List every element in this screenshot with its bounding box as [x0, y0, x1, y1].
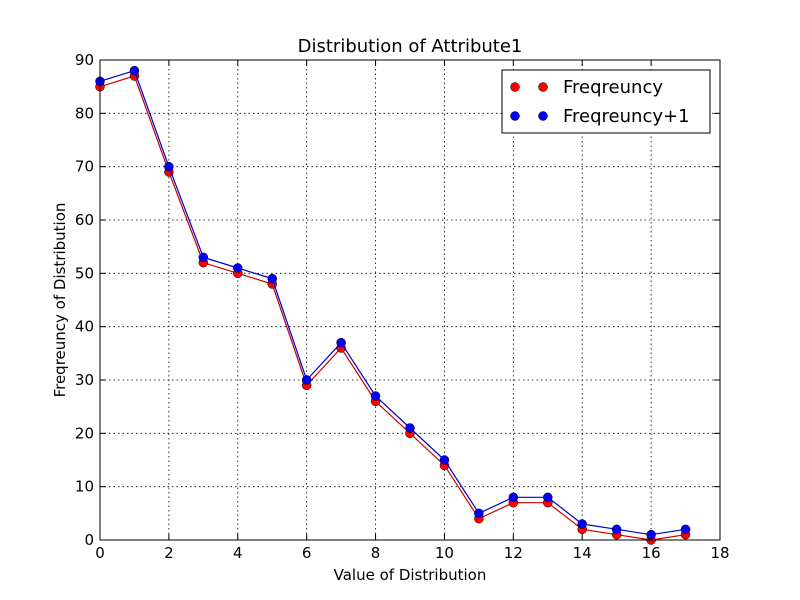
x-axis-label: Value of Distribution — [334, 566, 487, 584]
plot-frame — [99, 59, 721, 541]
x-tick-label: 2 — [164, 544, 174, 562]
legend-label: Freqreuncy — [563, 77, 663, 98]
x-tick-label: 14 — [573, 544, 592, 562]
y-tick-label: 30 — [75, 371, 94, 389]
legend-label: Freqreuncy+1 — [563, 106, 690, 127]
data-point — [198, 252, 209, 263]
x-tick-label: 0 — [95, 544, 105, 562]
ticks: 0 2 4 6 8 10 12 14 16 18 0 10 20 30 40 50 60 70 80 90 — [75, 51, 730, 562]
data-point — [611, 524, 622, 535]
data-point — [577, 519, 587, 529]
y-tick-label: 80 — [75, 104, 94, 122]
legend-entry-freqreuncy-plus-1: Freqreuncy+1 — [510, 106, 690, 127]
data-point — [508, 492, 519, 503]
legend-marker — [510, 82, 520, 92]
data-point — [370, 391, 381, 401]
legend-box — [501, 69, 711, 134]
data-point — [336, 337, 346, 348]
y-tick-label: 10 — [75, 478, 94, 496]
x-tick-label: 6 — [302, 544, 312, 562]
x-tick-label: 10 — [435, 544, 454, 562]
data-point — [680, 524, 691, 535]
y-axis-label: Freqreuncy of Distribution — [51, 203, 69, 398]
data-point — [405, 423, 415, 433]
y-tick-label: 70 — [75, 158, 94, 176]
legend: Freqreuncy Freqreuncy+1 — [501, 69, 711, 134]
data-point — [164, 161, 174, 172]
legend-entry-freqreuncy: Freqreuncy — [510, 77, 663, 98]
data-point — [474, 508, 484, 519]
x-tick-label: 4 — [233, 544, 243, 562]
legend-marker — [510, 111, 520, 121]
y-tick-label: 20 — [75, 424, 94, 442]
y-tick-label: 90 — [75, 51, 94, 69]
legend-marker — [538, 111, 548, 121]
series-layer — [95, 65, 691, 545]
chart-title: Distribution of Attribute1 — [298, 36, 523, 57]
x-tick-label: 16 — [642, 544, 661, 562]
x-tick-label: 12 — [504, 544, 523, 562]
y-tick-label: 60 — [75, 211, 94, 229]
series-line — [99, 75, 686, 541]
data-point — [301, 375, 312, 385]
y-tick-label: 0 — [84, 531, 94, 549]
y-tick-label: 50 — [75, 264, 94, 282]
data-point — [267, 273, 277, 284]
data-point — [543, 492, 553, 503]
x-tick-label: 8 — [371, 544, 381, 562]
x-tick-label: 18 — [710, 544, 729, 562]
data-point — [439, 455, 450, 465]
y-tick-label: 40 — [75, 318, 94, 336]
series-1 — [95, 65, 691, 540]
series-line — [99, 69, 686, 536]
grid — [100, 60, 720, 540]
data-point — [129, 65, 140, 76]
data-point — [233, 263, 243, 273]
legend-marker — [538, 82, 548, 92]
